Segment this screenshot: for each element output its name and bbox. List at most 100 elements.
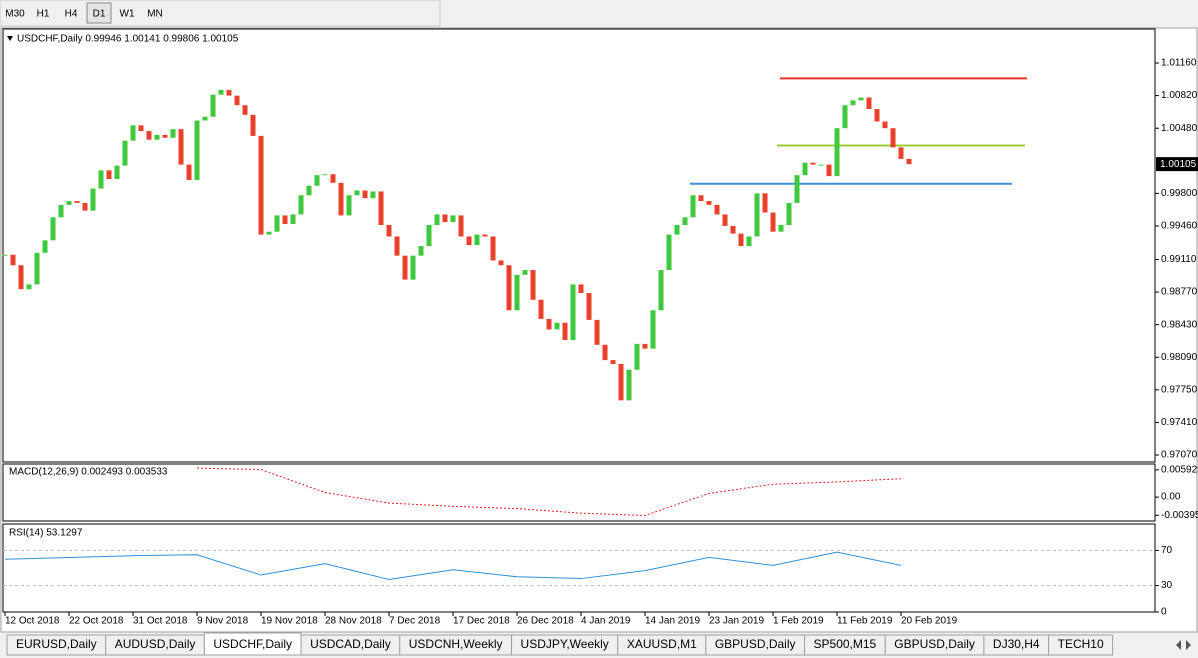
y-tick-label: 0.99110 — [1161, 254, 1197, 265]
candle — [138, 125, 144, 132]
x-tick-label: 20 Feb 2019 — [901, 616, 958, 627]
timeframe-label[interactable]: W1 — [120, 9, 135, 20]
last-price-label: 1.00105 — [1160, 159, 1197, 170]
y-tick-label: 0.99800 — [1161, 188, 1198, 199]
candle — [786, 202, 792, 225]
candle — [266, 231, 272, 235]
candle — [410, 255, 416, 280]
candle — [370, 191, 376, 199]
candle — [514, 274, 520, 311]
candle — [218, 89, 224, 95]
candle — [434, 214, 440, 225]
price-panel — [2, 28, 1156, 463]
symbol-tab-label[interactable]: GBPUSD,Daily — [715, 637, 796, 651]
candle — [34, 252, 40, 285]
candle — [418, 246, 424, 256]
candle — [378, 191, 384, 225]
x-tick-label: 14 Jan 2019 — [645, 616, 700, 627]
candle — [290, 214, 296, 225]
collapse-icon[interactable] — [7, 36, 13, 41]
candle — [506, 265, 512, 311]
candle — [450, 215, 456, 223]
candle — [66, 201, 72, 205]
candle — [210, 94, 216, 117]
timeframe-button[interactable] — [31, 3, 55, 23]
candle — [202, 116, 208, 121]
y-tick-label: 0.98430 — [1161, 319, 1198, 330]
candle — [546, 318, 552, 330]
candle — [402, 255, 408, 280]
y-tick-label: 0.99460 — [1161, 221, 1198, 232]
candle — [858, 97, 864, 101]
y-tick-label: 1.01160 — [1161, 58, 1197, 69]
x-tick-label: 23 Jan 2019 — [709, 616, 764, 627]
timeframe-button[interactable] — [143, 3, 167, 23]
candle — [898, 147, 904, 159]
last-price-box — [1156, 157, 1198, 172]
candle — [642, 343, 648, 349]
x-tick-label: 11 Feb 2019 — [837, 616, 893, 627]
symbol-tab-label[interactable]: DJ30,H4 — [993, 637, 1040, 651]
candle — [690, 195, 696, 218]
candle — [586, 293, 592, 320]
timeframe-label[interactable]: M30 — [5, 9, 25, 20]
candle — [802, 162, 808, 176]
timeframe-label[interactable]: D1 — [93, 9, 106, 20]
candle — [466, 236, 472, 246]
candle — [754, 193, 760, 237]
candle — [322, 174, 328, 176]
candle — [98, 170, 104, 189]
candle — [594, 319, 600, 345]
symbol-tab-label[interactable]: GBPUSD,Daily — [894, 637, 975, 651]
symbol-tab-label[interactable]: AUDUSD,Daily — [115, 637, 196, 651]
symbol-tab-label[interactable]: USDCAD,Daily — [310, 637, 391, 651]
x-tick-label: 1 Feb 2019 — [773, 616, 824, 627]
candle — [850, 100, 856, 106]
x-tick-label: 9 Nov 2018 — [197, 616, 249, 627]
timeframe-label[interactable]: MN — [147, 9, 163, 20]
candle — [554, 322, 560, 330]
candle — [762, 193, 768, 213]
symbol-tab[interactable] — [1048, 634, 1114, 656]
candle — [114, 165, 120, 179]
candle — [658, 270, 664, 311]
candle — [682, 217, 688, 225]
rsi-title: RSI(14) 53.1297 — [9, 528, 83, 539]
candle — [666, 234, 672, 271]
symbol-tab-label[interactable]: TECH10 — [1058, 637, 1104, 651]
candle — [122, 140, 128, 166]
y-tick-label: 0 — [1161, 607, 1167, 618]
timeframe-button[interactable] — [59, 3, 83, 23]
y-tick-label: 0.97070 — [1161, 450, 1198, 461]
candle — [650, 310, 656, 349]
y-tick-label: 70 — [1161, 545, 1173, 556]
candle — [242, 105, 248, 115]
candle — [826, 164, 832, 177]
y-tick-label: 0.98770 — [1161, 287, 1198, 298]
x-tick-label: 22 Oct 2018 — [69, 616, 124, 627]
timeframe-button[interactable] — [115, 3, 139, 23]
symbol-tab-label[interactable]: XAUUSD,M1 — [627, 637, 697, 651]
candle — [602, 344, 608, 361]
candle — [362, 190, 368, 199]
tab-scroll[interactable] — [1176, 640, 1191, 650]
timeframe-label[interactable]: H1 — [37, 9, 50, 20]
timeframe-button[interactable] — [86, 2, 112, 24]
symbol-tab-label[interactable]: USDJPY,Weekly — [521, 637, 609, 651]
y-tick-label: 1.00480 — [1161, 123, 1198, 134]
candle — [26, 284, 32, 290]
timeframe-label[interactable]: H4 — [65, 9, 78, 20]
y-tick-label: 30 — [1161, 580, 1173, 591]
symbol-tab-label[interactable]: EURUSD,Daily — [16, 637, 97, 651]
x-tick-label: 4 Jan 2019 — [581, 616, 631, 627]
symbol-tab-label[interactable]: USDCNH,Weekly — [409, 637, 503, 651]
symbol-tab-label[interactable]: USDCHF,Daily — [213, 637, 292, 651]
candle — [442, 214, 448, 223]
candle — [746, 236, 752, 247]
candle — [770, 212, 776, 232]
candle — [234, 95, 240, 106]
price-panel-title: USDCHF,Daily 0.99946 1.00141 0.99806 1.0… — [17, 34, 239, 45]
symbol-tab-label[interactable]: SP500,M15 — [814, 637, 877, 651]
timeframe-button[interactable] — [3, 3, 27, 23]
candle — [354, 190, 360, 196]
